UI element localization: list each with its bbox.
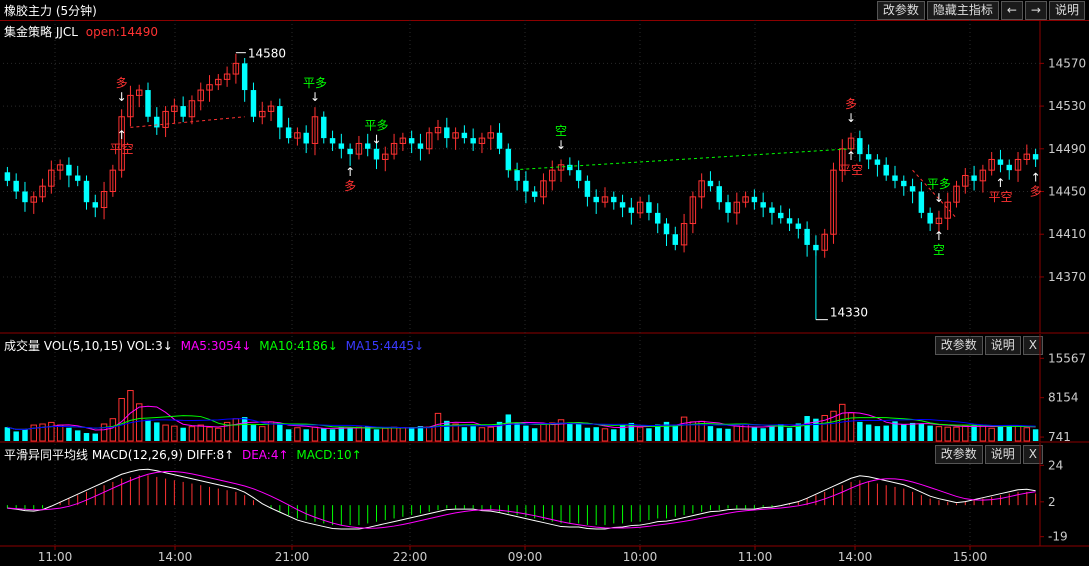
volume-ma10: MA10:4186↓ bbox=[259, 339, 338, 353]
time-label-4: 09:00 bbox=[508, 550, 543, 564]
help-button[interactable]: 说明 bbox=[1048, 1, 1085, 20]
arrow-right-icon[interactable]: → bbox=[1024, 1, 1047, 20]
hide-main-indicator-button[interactable]: 隐藏主指标 bbox=[926, 1, 999, 20]
time-label-3: 22:00 bbox=[393, 550, 428, 564]
time-label-0: 11:00 bbox=[38, 550, 73, 564]
macd-header: 平滑异同平均线 MACD(12,26,9) DIFF:8↑ DEA:4↑ MAC… bbox=[4, 446, 362, 463]
macd-label: 平滑异同平均线 MACD(12,26,9) DIFF:8↑ bbox=[4, 448, 235, 462]
macd-panel: 平滑异同平均线 MACD(12,26,9) DIFF:8↑ DEA:4↑ MAC… bbox=[0, 443, 1089, 546]
strategy-label: 集金策略 JJCL open:14490 bbox=[4, 23, 158, 40]
volume-help-button[interactable]: 说明 bbox=[984, 336, 1021, 355]
chart-header: 橡胶主力 (5分钟) 改参数 隐藏主指标 ← → 说明 bbox=[0, 0, 1089, 20]
macd-edit-params-button[interactable]: 改参数 bbox=[934, 445, 983, 464]
macd-value: MACD:10↑ bbox=[296, 448, 362, 462]
volume-toolbar: 改参数 说明 X bbox=[933, 336, 1043, 355]
macd-dea: DEA:4↑ bbox=[241, 448, 289, 462]
time-label-6: 11:00 bbox=[738, 550, 773, 564]
arrow-left-icon[interactable]: ← bbox=[1000, 1, 1023, 20]
volume-panel: 成交量 VOL(5,10,15) VOL:3↓ MA5:3054↓ MA10:4… bbox=[0, 334, 1089, 442]
macd-close-icon[interactable]: X bbox=[1022, 445, 1043, 464]
volume-edit-params-button[interactable]: 改参数 bbox=[934, 336, 983, 355]
volume-ma5: MA5:3054↓ bbox=[180, 339, 252, 353]
open-price: open:14490 bbox=[85, 25, 158, 39]
edit-params-button[interactable]: 改参数 bbox=[876, 1, 925, 20]
time-label-8: 15:00 bbox=[953, 550, 988, 564]
chart-title: 橡胶主力 (5分钟) bbox=[4, 4, 97, 18]
volume-header: 成交量 VOL(5,10,15) VOL:3↓ MA5:3054↓ MA10:4… bbox=[4, 337, 424, 354]
macd-help-button[interactable]: 说明 bbox=[984, 445, 1021, 464]
strategy-name: 集金策略 JJCL bbox=[4, 25, 78, 39]
time-label-5: 10:00 bbox=[623, 550, 658, 564]
volume-ma15: MA15:4445↓ bbox=[345, 339, 425, 353]
header-toolbar: 改参数 隐藏主指标 ← → 说明 bbox=[875, 1, 1085, 20]
macd-toolbar: 改参数 说明 X bbox=[933, 445, 1043, 464]
time-label-2: 21:00 bbox=[275, 550, 310, 564]
volume-close-icon[interactable]: X bbox=[1022, 336, 1043, 355]
volume-label: 成交量 VOL(5,10,15) VOL:3↓ bbox=[4, 339, 173, 353]
time-label-7: 14:00 bbox=[838, 550, 873, 564]
time-label-1: 14:00 bbox=[158, 550, 193, 564]
price-panel: 集金策略 JJCL open:14490 bbox=[0, 20, 1089, 334]
